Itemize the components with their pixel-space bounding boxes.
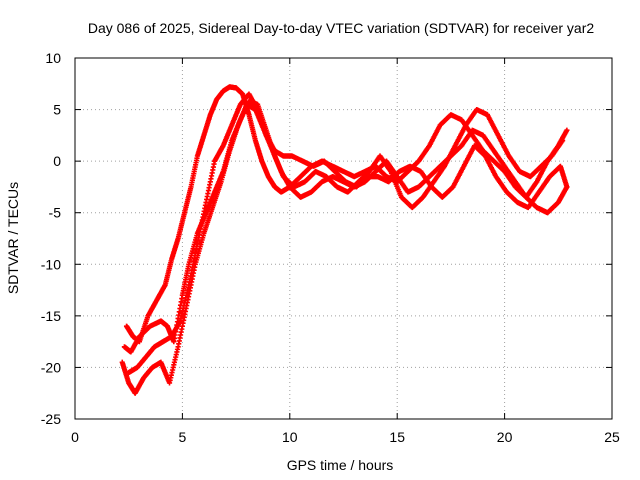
chart-title: Day 086 of 2025, Sidereal Day-to-day VTE…: [88, 20, 594, 36]
grid: [75, 58, 612, 419]
y-tick-label: -20: [41, 359, 61, 375]
x-tick-label: 20: [497, 429, 513, 445]
y-tick-label: 5: [53, 102, 61, 118]
x-tick-label: 25: [604, 429, 620, 445]
series-track-1: [123, 84, 570, 345]
y-tick-label: -25: [41, 411, 61, 427]
x-tick-label: 10: [282, 429, 298, 445]
x-tick-label: 15: [389, 429, 405, 445]
y-tick-label: 10: [45, 50, 61, 66]
x-axis-label: GPS time / hours: [287, 457, 394, 473]
x-tick-label: 0: [71, 429, 79, 445]
data-point-marker: [559, 137, 566, 144]
data-point-marker: [564, 184, 570, 190]
y-axis-label: SDTVAR / TECUs: [5, 182, 21, 294]
plot-frame: [74, 57, 613, 420]
y-tick-label: -15: [41, 308, 61, 324]
y-tick-label: 0: [53, 153, 61, 169]
data-marks: [119, 84, 570, 396]
y-tick-label: -10: [41, 256, 61, 272]
data-point-marker: [564, 127, 570, 133]
series-track-4: [126, 91, 570, 376]
series-track-3: [121, 98, 566, 355]
x-tick-label: 5: [179, 429, 187, 445]
y-tick-label: -5: [49, 205, 62, 221]
